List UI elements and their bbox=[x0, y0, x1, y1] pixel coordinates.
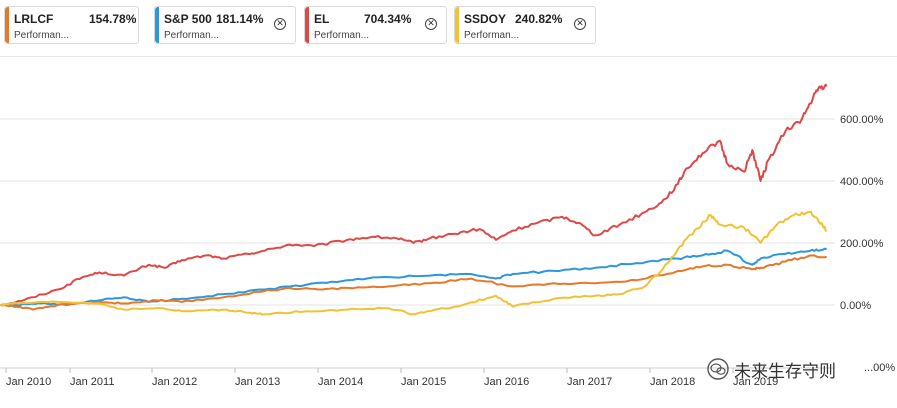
wechat-icon bbox=[707, 358, 729, 380]
x-tick-label: Jan 2016 bbox=[484, 376, 529, 388]
x-tick-label: Jan 2019 bbox=[733, 376, 778, 388]
chip-value: 154.78% bbox=[89, 12, 137, 26]
watermark-text: 未来生存守则 bbox=[734, 361, 836, 381]
chip-sp500[interactable]: S&P 500 181.14% Performan... ✕ bbox=[154, 6, 296, 44]
chip-lrlcf[interactable]: LRLCF 154.78% Performan... bbox=[4, 6, 139, 44]
x-tick-label: Jan 2014 bbox=[318, 376, 363, 388]
y-tick-label: ...00% bbox=[864, 362, 895, 374]
series-line-s-p-500 bbox=[0, 247, 827, 307]
chip-color-bar bbox=[5, 7, 9, 43]
grid-lines bbox=[0, 118, 835, 306]
watermark: 未来生存守则 bbox=[707, 356, 836, 382]
chip-ssdoy[interactable]: SSDOY 240.82% Performan... ✕ bbox=[454, 6, 596, 44]
chip-value: 181.14% bbox=[216, 12, 264, 26]
close-icon[interactable]: ✕ bbox=[574, 18, 586, 30]
chip-name: LRLCF bbox=[14, 12, 54, 26]
x-tick-label: Jan 2015 bbox=[401, 376, 446, 388]
chip-name: EL bbox=[314, 12, 330, 26]
x-axis: Jan 2010 Jan 2011 Jan 2012 Jan 2013 Jan 2014… bbox=[0, 367, 835, 388]
header-divider bbox=[0, 56, 897, 57]
close-icon[interactable]: ✕ bbox=[425, 18, 437, 30]
series-line-ssdoy bbox=[0, 210, 828, 316]
series-lines bbox=[0, 83, 828, 316]
x-tick-label: Jan 2013 bbox=[235, 376, 280, 388]
x-tick-label: Jan 2017 bbox=[567, 376, 612, 388]
x-tick-label: Jan 2012 bbox=[152, 376, 197, 388]
y-axis: 0.00% 200.00% 400.00% 600.00% ...00% bbox=[840, 114, 895, 374]
chip-value: 240.82% bbox=[515, 12, 563, 26]
x-tick-label: Jan 2018 bbox=[650, 376, 695, 388]
chip-color-bar bbox=[455, 7, 459, 43]
x-tick-label: Jan 2010 bbox=[6, 376, 51, 388]
chip-name: SSDOY bbox=[464, 12, 507, 26]
series-line-lrlcf bbox=[0, 254, 827, 311]
series-line-el bbox=[0, 83, 828, 306]
chip-metric: Performan... bbox=[14, 30, 70, 41]
chip-name: S&P 500 bbox=[164, 12, 212, 26]
y-tick-label: 200.00% bbox=[840, 238, 884, 250]
y-tick-label: 600.00% bbox=[840, 114, 884, 126]
chip-metric: Performan... bbox=[164, 30, 220, 41]
chip-color-bar bbox=[155, 7, 159, 43]
y-tick-label: 0.00% bbox=[840, 300, 871, 312]
chip-el[interactable]: EL 704.34% Performan... ✕ bbox=[304, 6, 447, 44]
y-tick-label: 400.00% bbox=[840, 176, 884, 188]
x-tick-label: Jan 2011 bbox=[70, 376, 114, 388]
chip-metric: Performan... bbox=[464, 30, 520, 41]
chip-value: 704.34% bbox=[364, 12, 412, 26]
close-icon[interactable]: ✕ bbox=[274, 18, 286, 30]
chip-color-bar bbox=[305, 7, 309, 43]
chip-metric: Performan... bbox=[314, 30, 370, 41]
